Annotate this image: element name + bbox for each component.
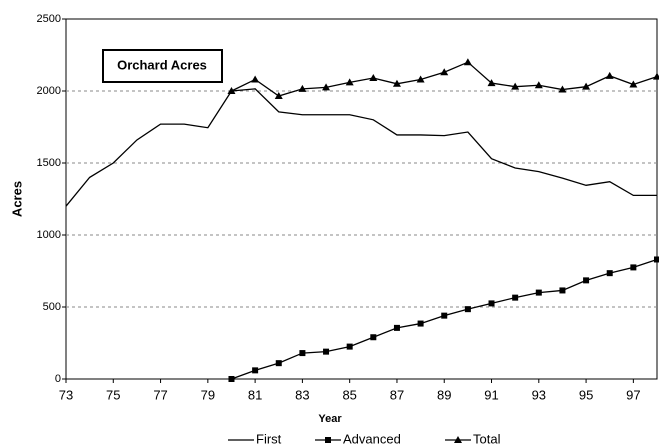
marker: [535, 289, 542, 296]
marker: [605, 71, 614, 79]
marker: [252, 367, 259, 374]
y-tick-label: 500: [43, 301, 61, 313]
x-tick-label: 97: [626, 387, 640, 402]
marker: [251, 75, 260, 83]
marker: [654, 256, 659, 263]
y-tick-label: 1500: [37, 157, 61, 169]
marker: [629, 80, 638, 88]
chart-title: Orchard Acres: [117, 57, 207, 72]
plot-frame: [65, 18, 658, 380]
marker: [299, 350, 306, 357]
y-axis-label: Acres: [9, 181, 24, 217]
marker: [275, 360, 282, 367]
marker: [653, 72, 659, 80]
marker: [558, 85, 567, 93]
marker: [559, 287, 566, 294]
x-tick-label: 89: [437, 387, 451, 402]
marker: [393, 324, 400, 331]
marker: [534, 81, 543, 89]
marker: [345, 78, 354, 86]
y-tick-label: 2500: [37, 13, 61, 25]
legend-label: First: [256, 431, 282, 446]
marker: [463, 58, 472, 66]
marker: [369, 74, 378, 82]
x-tick-label: 73: [59, 387, 73, 402]
marker: [583, 277, 590, 284]
legend-marker: [454, 436, 462, 443]
y-tick-label: 2000: [37, 85, 61, 97]
marker: [417, 320, 424, 327]
x-tick-label: 91: [484, 387, 498, 402]
marker: [440, 68, 449, 76]
series-line: [231, 258, 658, 380]
marker: [298, 84, 307, 92]
marker: [606, 270, 613, 277]
x-tick-label: 75: [106, 387, 120, 402]
marker: [464, 306, 471, 313]
marker: [582, 82, 591, 90]
x-tick-label: 79: [201, 387, 215, 402]
legend-label: Total: [473, 431, 501, 446]
marker: [630, 264, 637, 271]
y-tick-label: 1000: [37, 229, 61, 241]
marker: [228, 376, 235, 382]
marker: [323, 348, 330, 355]
marker: [512, 294, 519, 301]
series-line: [65, 88, 657, 207]
x-axis-label: Year: [318, 413, 342, 425]
marker: [322, 83, 331, 91]
marker: [370, 334, 377, 341]
x-tick-label: 85: [342, 387, 356, 402]
x-tick-label: 77: [153, 387, 167, 402]
marker: [441, 312, 448, 319]
x-tick-label: 81: [248, 387, 262, 402]
marker: [487, 79, 496, 87]
legend-marker: [325, 437, 331, 443]
legend-label: Advanced: [343, 431, 401, 446]
marker: [488, 300, 495, 307]
x-tick-label: 95: [579, 387, 593, 402]
x-tick-label: 93: [532, 387, 546, 402]
marker: [416, 75, 425, 83]
x-tick-label: 83: [295, 387, 309, 402]
marker: [392, 79, 401, 87]
marker: [227, 87, 236, 94]
marker: [511, 82, 520, 90]
marker: [346, 343, 353, 350]
marker: [274, 92, 283, 100]
title-box: [102, 49, 223, 83]
y-tick-label: 0: [55, 373, 61, 385]
x-tick-label: 87: [390, 387, 404, 402]
